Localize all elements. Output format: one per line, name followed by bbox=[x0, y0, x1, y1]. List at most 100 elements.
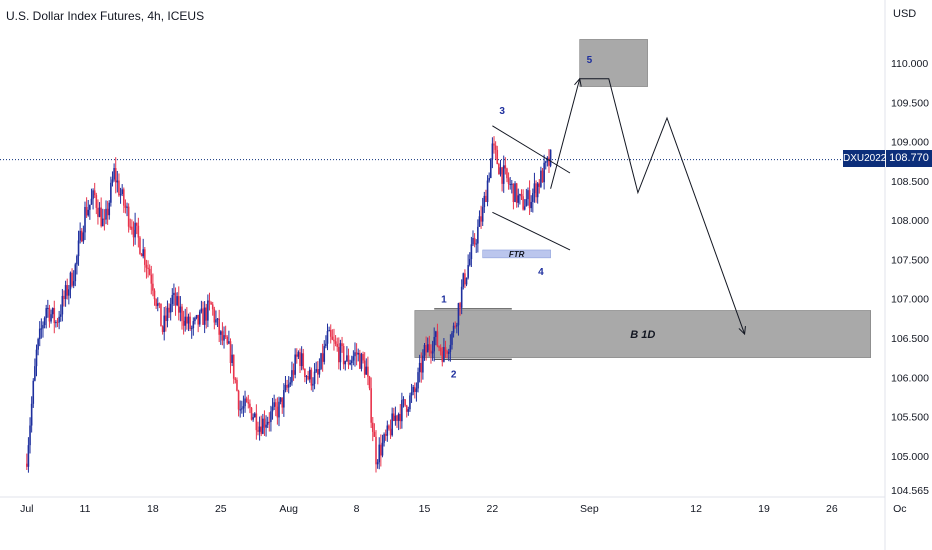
candle bbox=[509, 176, 511, 190]
candle bbox=[491, 137, 494, 169]
candle bbox=[486, 175, 489, 207]
candle bbox=[68, 285, 70, 305]
candle bbox=[134, 212, 136, 245]
candle bbox=[255, 404, 258, 440]
y-tick-label: 106.000 bbox=[891, 372, 929, 384]
candle bbox=[342, 343, 345, 370]
candle bbox=[176, 292, 178, 307]
candle bbox=[438, 345, 440, 352]
candle bbox=[384, 429, 387, 441]
x-axis-ticks: Jul 11 18 25 Aug 8 15 22 Sep 12 19 26 Oc bbox=[20, 503, 906, 515]
candle bbox=[527, 187, 529, 206]
candle bbox=[459, 301, 461, 316]
candle bbox=[457, 302, 460, 336]
candle bbox=[464, 269, 466, 289]
candle bbox=[383, 432, 385, 447]
chart-title: U.S. Dollar Index Futures, 4h, ICEUS bbox=[6, 9, 205, 23]
candle bbox=[119, 187, 122, 204]
candle bbox=[186, 307, 188, 330]
projection-path[interactable] bbox=[550, 78, 746, 335]
candle bbox=[200, 300, 203, 314]
candle bbox=[292, 363, 295, 381]
candle bbox=[494, 141, 497, 160]
candle bbox=[198, 309, 201, 327]
candle bbox=[231, 344, 233, 367]
candle bbox=[291, 361, 293, 386]
candle bbox=[506, 167, 508, 183]
projection-arrow-down bbox=[738, 326, 746, 336]
x-tick-label: Oc bbox=[893, 503, 906, 515]
candle bbox=[85, 197, 88, 219]
candle bbox=[480, 205, 482, 229]
candle bbox=[540, 166, 542, 189]
candle bbox=[313, 363, 316, 390]
candle bbox=[26, 453, 28, 471]
candle bbox=[43, 316, 46, 329]
candle bbox=[234, 377, 237, 384]
candle bbox=[496, 145, 499, 165]
candle bbox=[388, 424, 390, 431]
candle bbox=[169, 297, 172, 321]
candle bbox=[123, 187, 125, 213]
candle bbox=[279, 397, 282, 405]
candle bbox=[512, 183, 515, 210]
candle bbox=[507, 172, 510, 190]
channel-lower-line[interactable] bbox=[492, 211, 571, 251]
candle bbox=[535, 180, 537, 203]
candle bbox=[127, 203, 130, 233]
b1d-zone[interactable] bbox=[414, 310, 871, 358]
candle bbox=[121, 184, 123, 197]
candle bbox=[37, 337, 39, 356]
candle bbox=[184, 308, 187, 332]
candle bbox=[97, 199, 99, 225]
candle bbox=[286, 379, 288, 392]
candle bbox=[250, 406, 253, 421]
candle bbox=[56, 317, 59, 328]
candle bbox=[381, 434, 384, 458]
y-tick-label: 104.565 bbox=[891, 485, 929, 497]
candle bbox=[194, 316, 196, 325]
candle bbox=[45, 304, 47, 329]
ftr-zone[interactable] bbox=[482, 249, 551, 259]
candle bbox=[190, 325, 193, 339]
candle bbox=[189, 312, 191, 332]
candle bbox=[502, 155, 505, 193]
candle bbox=[30, 396, 33, 433]
candle bbox=[278, 396, 280, 427]
candle bbox=[405, 404, 408, 418]
candle bbox=[470, 236, 473, 268]
candle bbox=[338, 337, 340, 370]
candle bbox=[536, 182, 539, 204]
candle bbox=[454, 321, 457, 329]
candle bbox=[108, 200, 111, 220]
x-tick-label: Sep bbox=[580, 503, 599, 515]
candle bbox=[197, 314, 199, 333]
candle bbox=[266, 416, 269, 428]
candle bbox=[522, 189, 524, 211]
candle bbox=[268, 412, 271, 432]
candle bbox=[449, 334, 452, 362]
candle bbox=[35, 344, 38, 377]
ftr-zone-label: FTR bbox=[509, 250, 525, 259]
candle bbox=[69, 271, 72, 299]
candle bbox=[428, 335, 431, 357]
candle bbox=[544, 160, 547, 170]
candle bbox=[391, 407, 393, 437]
candle bbox=[299, 348, 301, 373]
candle bbox=[380, 434, 382, 467]
drawings-layer bbox=[492, 77, 746, 336]
candle bbox=[98, 202, 101, 218]
candle bbox=[253, 412, 256, 418]
candle bbox=[113, 163, 115, 182]
candle bbox=[208, 292, 211, 311]
candle bbox=[142, 238, 144, 259]
candle bbox=[418, 354, 421, 383]
y-tick-label: 105.000 bbox=[891, 451, 929, 463]
candle bbox=[414, 382, 416, 399]
y-tick-label: 106.500 bbox=[891, 333, 929, 345]
wave-label-3: 3 bbox=[499, 106, 505, 117]
candle bbox=[436, 323, 439, 348]
candle bbox=[239, 400, 241, 418]
candle bbox=[59, 304, 62, 322]
